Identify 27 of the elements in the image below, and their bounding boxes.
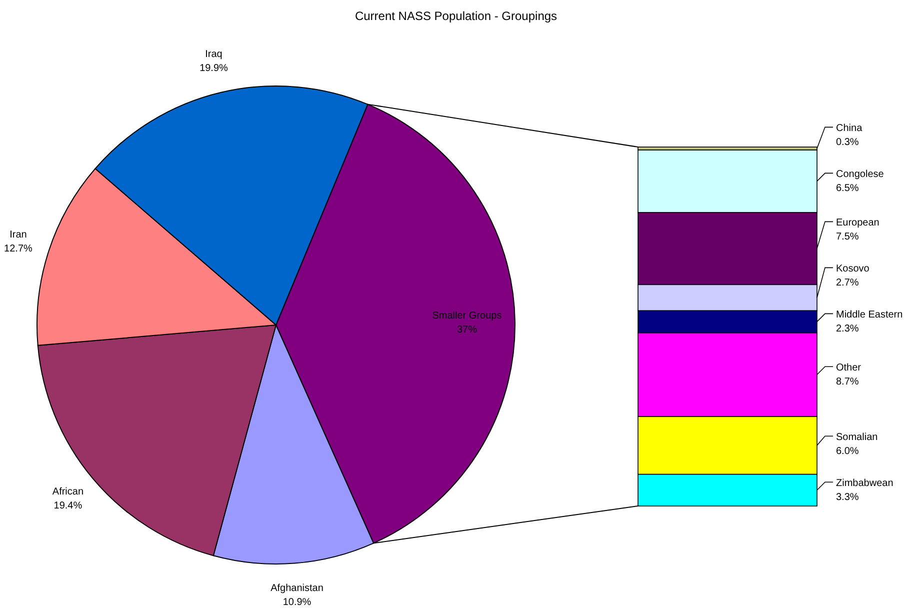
data-label: 6.0% [836,446,859,458]
series-label: Middle Eastern [836,310,903,321]
data-label: 2.7% [836,278,859,289]
slice-label: African [52,486,84,498]
data-label: 10.9% [282,597,312,608]
text: Kosovo [836,264,870,275]
series-label: Other [836,362,862,374]
slice-label: Iran [10,229,27,240]
data-label: 12.7% [4,243,33,254]
slice-label: Iraq [205,49,222,60]
data-label: 2.3% [836,324,859,335]
data-label: 3.3% [836,492,859,504]
data-label: 8.7% [836,376,859,388]
text: China [836,123,863,134]
series-label: Somalian [836,432,878,444]
data-label: 6.5% [836,183,859,194]
series-label: European [836,218,880,229]
data-label: 19.9% [200,63,228,74]
series-label: Zimbabwean [836,478,894,490]
chart-title: Current NASS Population - Groupings [354,9,558,23]
data-label: 19.4% [54,500,82,512]
data-label: 0.3% [836,137,859,148]
data-label: 37% [456,324,478,336]
slice-label: Smaller Groups [432,310,502,322]
data-label: 7.5% [836,232,859,243]
series-label: Congolese [836,169,884,180]
slice-label: Afghanistan [270,583,324,594]
